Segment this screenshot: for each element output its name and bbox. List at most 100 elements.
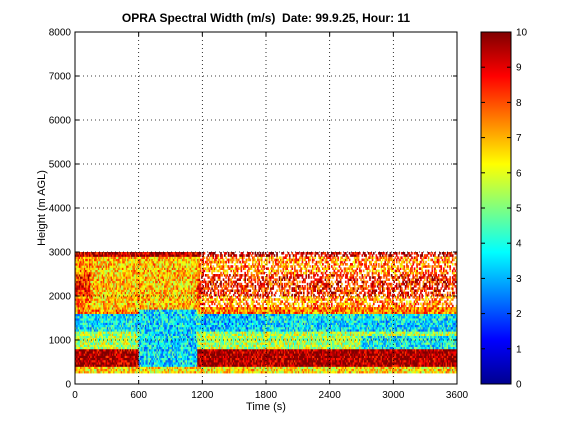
heatmap-cell (451, 357, 454, 361)
heatmap-cell (393, 348, 395, 352)
heatmap-cell (153, 355, 156, 358)
heatmap-cell (127, 351, 129, 354)
heatmap-cell (91, 357, 94, 361)
heatmap-cell (96, 348, 99, 352)
heatmap-cell (311, 366, 314, 369)
heatmap-cell (337, 348, 339, 352)
heatmap-cell (132, 362, 134, 365)
heatmap-cell (111, 342, 114, 345)
heatmap-cell (288, 351, 291, 354)
heatmap-cell (260, 357, 263, 361)
heatmap-cell (308, 353, 310, 356)
heatmap-cell (174, 357, 176, 361)
heatmap-cell (277, 355, 280, 358)
heatmap-cell (143, 351, 146, 354)
heatmap-cell (111, 340, 114, 343)
heatmap-cell (322, 370, 324, 374)
heatmap-cell (227, 355, 230, 358)
heatmap-cell (220, 359, 222, 363)
heatmap-cell (403, 344, 406, 347)
heatmap-cell (408, 355, 411, 358)
heatmap-cell (282, 357, 285, 361)
heatmap-cell (231, 357, 234, 361)
heatmap-cell (157, 370, 160, 374)
heatmap-cell (309, 370, 311, 374)
heatmap-cell (197, 355, 199, 358)
heatmap-cell (179, 357, 182, 361)
heatmap-cell (455, 353, 457, 356)
heatmap-cell (111, 355, 114, 358)
heatmap-cell (134, 355, 137, 358)
heatmap-cell (338, 346, 341, 350)
heatmap-cell (455, 368, 457, 372)
heatmap-cell (434, 353, 436, 356)
heatmap-cell (206, 346, 208, 350)
heatmap-cell (89, 368, 91, 372)
heatmap-cell (153, 368, 156, 372)
heatmap-cell (350, 340, 352, 343)
heatmap-cell (106, 342, 109, 345)
heatmap-cell (104, 364, 106, 367)
heatmap-cell (395, 362, 398, 365)
heatmap-cell (216, 362, 219, 365)
heatmap-cell (304, 368, 306, 372)
heatmap-cell (423, 357, 426, 361)
heatmap-cell (206, 355, 208, 358)
heatmap-cell (128, 344, 131, 347)
heatmap-cell (318, 370, 320, 374)
heatmap-cell (271, 357, 273, 361)
heatmap-cell (364, 359, 366, 363)
heatmap-cell (269, 344, 272, 347)
heatmap-cell (235, 348, 238, 352)
heatmap-cell (414, 357, 417, 361)
heatmap-cell (352, 353, 355, 356)
heatmap-cell (288, 348, 291, 352)
heatmap-cell (356, 357, 359, 361)
heatmap-cell (222, 346, 225, 350)
heatmap-cell (208, 344, 211, 347)
heatmap-cell (179, 351, 182, 354)
heatmap-cell (203, 340, 206, 343)
heatmap-cell (370, 368, 373, 372)
heatmap-cell (87, 340, 90, 343)
heatmap-cell (426, 359, 429, 363)
heatmap-cell (138, 370, 141, 374)
heatmap-cell (408, 344, 411, 347)
heatmap-cell (380, 346, 383, 350)
heatmap-cell (113, 362, 115, 365)
heatmap-cell (179, 348, 182, 352)
heatmap-cell (385, 340, 388, 343)
heatmap-cell (300, 370, 303, 374)
heatmap-cell (240, 357, 243, 361)
heatmap-cell (291, 353, 294, 356)
heatmap-cell (80, 355, 82, 358)
heatmap-cell (439, 348, 441, 352)
heatmap-cell (82, 355, 85, 358)
heatmap-cell (454, 351, 457, 354)
heatmap-cell (162, 351, 165, 354)
heatmap-cell (80, 344, 82, 347)
heatmap-cell (139, 346, 142, 350)
heatmap-cell (276, 370, 278, 374)
heatmap-cell (295, 344, 297, 347)
heatmap-cell (455, 351, 457, 354)
heatmap-cell (248, 357, 250, 361)
heatmap-cell (141, 368, 143, 372)
heatmap-cell (324, 346, 327, 350)
heatmap-cell (106, 359, 109, 363)
heatmap-cell (199, 351, 202, 354)
heatmap-cell (167, 351, 170, 354)
heatmap-cell (339, 359, 342, 363)
heatmap-cell (234, 351, 236, 354)
heatmap-cell (280, 344, 282, 347)
heatmap-cell (216, 340, 219, 343)
heatmap-cell (151, 342, 154, 345)
heatmap-cell (273, 353, 276, 356)
heatmap-cell (436, 346, 439, 350)
heatmap-cell (195, 366, 198, 369)
heatmap-cell (189, 357, 192, 361)
heatmap-cell (267, 340, 269, 343)
heatmap-cell (199, 359, 202, 363)
heatmap-cell (137, 368, 140, 372)
heatmap-cell (320, 351, 323, 354)
